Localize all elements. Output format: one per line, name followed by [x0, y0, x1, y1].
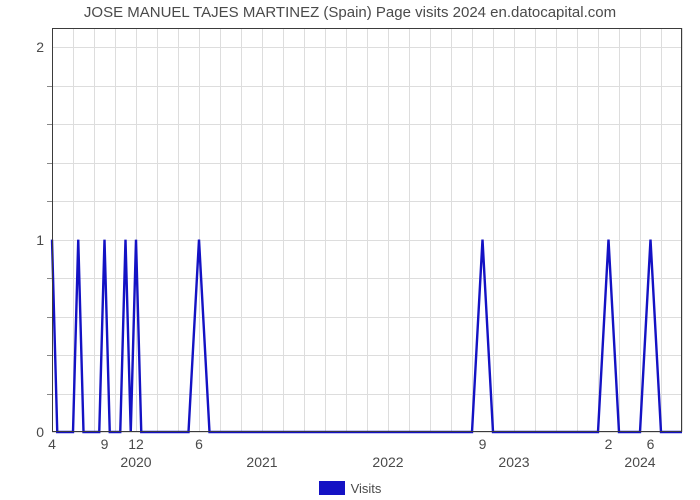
x-year-label: 2023	[498, 432, 529, 470]
legend-item-visits: Visits	[319, 481, 382, 496]
legend-label: Visits	[351, 481, 382, 496]
chart-title: JOSE MANUEL TAJES MARTINEZ (Spain) Page …	[0, 4, 700, 21]
x-tick-label: 2	[605, 432, 613, 452]
legend-swatch	[319, 481, 345, 495]
x-tick-label: 9	[479, 432, 487, 452]
legend: Visits	[0, 481, 700, 499]
x-year-label: 2021	[246, 432, 277, 470]
x-year-label: 2022	[372, 432, 403, 470]
y-tick-label: 1	[36, 232, 52, 248]
x-tick-label: 9	[101, 432, 109, 452]
x-tick-label: 4	[48, 432, 56, 452]
y-tick-label: 2	[36, 39, 52, 55]
x-year-label: 2024	[624, 432, 655, 470]
x-tick-label: 6	[195, 432, 203, 452]
plot-area: 012 49126926 20202021202220232024	[52, 28, 682, 432]
visits-chart: JOSE MANUEL TAJES MARTINEZ (Spain) Page …	[0, 0, 700, 500]
x-year-label: 2020	[120, 432, 151, 470]
series-line	[52, 28, 682, 432]
